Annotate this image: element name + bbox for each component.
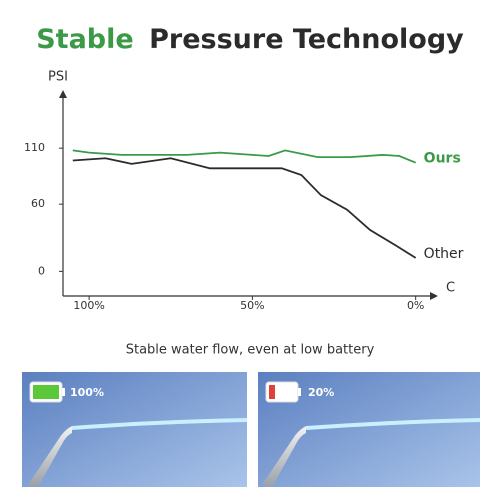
x-tick-label: 0% <box>407 299 424 312</box>
x-axis-label: C <box>446 281 455 296</box>
y-tick-label: 0 <box>38 264 45 277</box>
battery-label: 100% <box>70 386 104 399</box>
water-stream <box>305 418 481 430</box>
battery-tip <box>62 388 65 396</box>
nozzle <box>28 426 72 487</box>
y-tick-label: 110 <box>24 141 45 154</box>
battery-level <box>33 385 59 399</box>
y-axis-label: PSI <box>48 70 68 85</box>
series-label: Ours <box>424 151 461 167</box>
battery-label: 20% <box>308 386 334 399</box>
panel: 20% <box>258 372 481 487</box>
x-arrow <box>430 292 438 300</box>
panel: 100% <box>22 372 248 487</box>
water-stream <box>71 418 248 430</box>
series-line <box>72 149 417 164</box>
x-tick-label: 100% <box>73 299 104 312</box>
title-highlight: Stable <box>36 24 133 55</box>
series-label: Other <box>424 246 464 262</box>
battery-level <box>269 385 275 399</box>
nozzle <box>262 426 306 487</box>
y-arrow <box>59 90 67 98</box>
battery-tip <box>298 388 301 396</box>
chart-title: Stable Pressure Technology <box>36 24 464 55</box>
caption: Stable water flow, even at low battery <box>126 343 375 358</box>
x-tick-label: 50% <box>240 299 264 312</box>
y-tick-label: 60 <box>31 197 45 210</box>
title-rest: Pressure Technology <box>149 24 464 55</box>
series-line <box>72 157 417 259</box>
